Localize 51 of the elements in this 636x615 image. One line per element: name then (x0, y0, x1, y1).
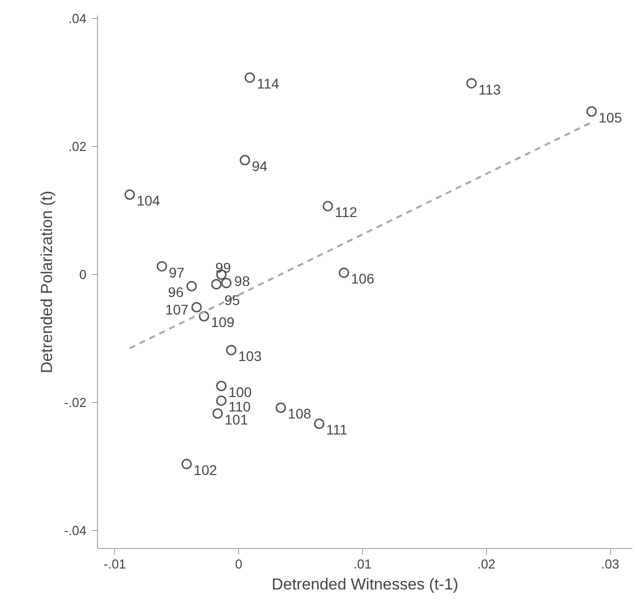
point (191, 302, 202, 313)
annotation: 112 (334, 204, 358, 220)
point (216, 380, 227, 392)
x-tick-label: 0 (235, 556, 242, 572)
point (244, 72, 256, 83)
y-tick-label: -.04 (64, 523, 87, 538)
point (240, 154, 250, 166)
annotation: 113 (478, 81, 502, 98)
annotation: 102 (194, 462, 218, 478)
x-tick-label: .03 (601, 556, 620, 572)
point (198, 310, 210, 322)
annotation: 103 (238, 348, 262, 364)
annotation: 104 (136, 192, 160, 209)
x-tick-label: .02 (477, 556, 496, 572)
point (211, 279, 222, 290)
point (221, 278, 232, 288)
point (466, 78, 477, 89)
annotation: 100 (228, 384, 252, 400)
annotation: 96 (168, 284, 184, 300)
annotation: 114 (256, 76, 280, 92)
annotation: 105 (598, 109, 622, 126)
y-tick-label: 0 (79, 267, 87, 282)
annotation: 99 (215, 260, 232, 276)
point (276, 402, 286, 413)
point (156, 261, 168, 272)
annotation: 106 (350, 270, 375, 287)
annotation: 108 (288, 406, 312, 422)
point (226, 344, 236, 356)
y-axis-title: Detrended Polarization (t) (39, 190, 56, 374)
annotation: 95 (224, 292, 240, 308)
point (216, 395, 227, 406)
x-tick-label: .01 (353, 556, 372, 572)
annotation: 94 (252, 158, 268, 174)
point (322, 200, 334, 212)
point (314, 418, 324, 429)
point (181, 458, 192, 470)
point (212, 408, 223, 419)
point (338, 267, 350, 278)
y-tick-label: .04 (68, 11, 87, 26)
point (124, 189, 135, 200)
x-tick-label: -.01 (104, 556, 126, 572)
point (186, 280, 197, 292)
x-axis-title: Detrended Witnesses (t-1) (272, 576, 458, 594)
annotation: 111 (326, 422, 348, 438)
y-tick-label: .02 (68, 139, 87, 154)
annotation: 98 (234, 272, 250, 289)
annotation: 97 (168, 264, 185, 280)
annotation: 107 (165, 301, 189, 318)
y-tick-label: -.02 (64, 395, 87, 410)
annotation: 109 (211, 314, 235, 330)
point (586, 106, 597, 117)
